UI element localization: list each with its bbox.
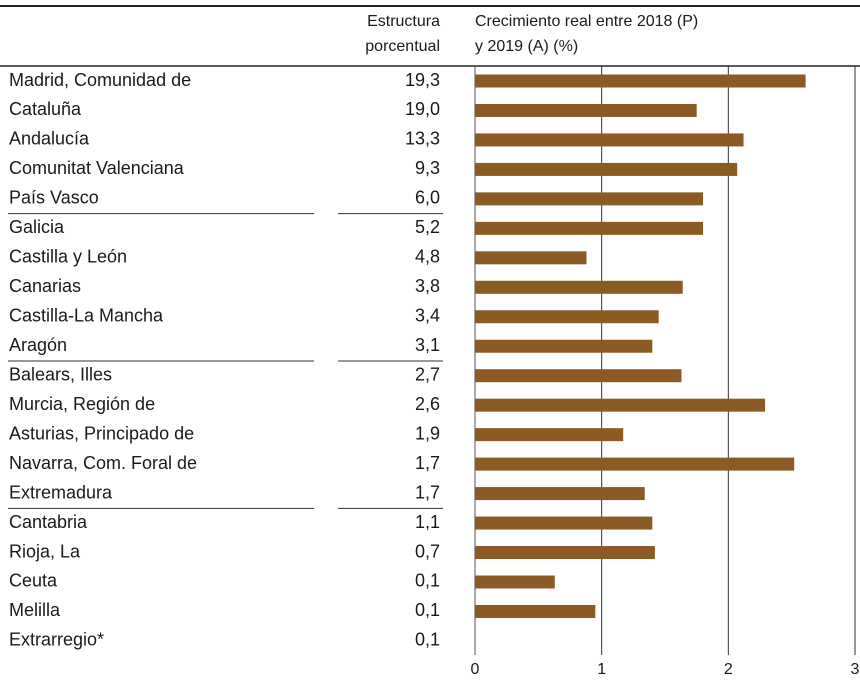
- row-label: Cataluña: [9, 99, 82, 119]
- bar: [475, 546, 655, 560]
- bar: [475, 604, 596, 618]
- row-label: Canarias: [9, 276, 81, 296]
- bar: [475, 192, 703, 206]
- chart-header: y 2019 (A) (%): [475, 38, 578, 55]
- structure-value: 13,3: [405, 129, 440, 149]
- bar: [475, 398, 766, 412]
- row-label: Galicia: [9, 217, 65, 237]
- bar: [475, 575, 555, 589]
- chart-header: Crecimiento real entre 2018 (P): [475, 13, 698, 30]
- bar: [475, 516, 653, 530]
- structure-value: 3,1: [415, 335, 440, 355]
- structure-value: 0,1: [415, 571, 440, 591]
- structure-value: 2,7: [415, 364, 440, 384]
- bar: [475, 339, 653, 353]
- row-label: Murcia, Región de: [9, 394, 155, 414]
- structure-value: 1,9: [415, 423, 440, 443]
- bar: [475, 251, 587, 265]
- bar: [475, 428, 624, 442]
- structure-value: 2,6: [415, 394, 440, 414]
- row-label: Castilla y León: [9, 247, 127, 267]
- structure-value: 0,1: [415, 600, 440, 620]
- row-label: Castilla-La Mancha: [9, 306, 164, 326]
- bar: [475, 133, 744, 147]
- row-label: Balears, Illes: [9, 364, 112, 384]
- structure-value: 1,7: [415, 453, 440, 473]
- structure-value: 19,0: [405, 99, 440, 119]
- x-tick-label: 0: [471, 661, 480, 678]
- structure-value: 3,4: [415, 306, 440, 326]
- bar: [475, 74, 806, 88]
- structure-value: 4,8: [415, 247, 440, 267]
- row-label: Extrarregio*: [9, 630, 104, 650]
- structure-value: 5,2: [415, 217, 440, 237]
- structure-value: 1,1: [415, 512, 440, 532]
- row-label: Extremadura: [9, 482, 113, 502]
- row-label: Aragón: [9, 335, 67, 355]
- x-tick-label: 3: [851, 661, 860, 678]
- structure-value: 3,8: [415, 276, 440, 296]
- row-label: Asturias, Principado de: [9, 423, 194, 443]
- structure-value: 19,3: [405, 70, 440, 90]
- row-label: Ceuta: [9, 571, 58, 591]
- row-label: Madrid, Comunidad de: [9, 70, 191, 90]
- structure-value: 1,7: [415, 482, 440, 502]
- column-header: Estructura: [367, 13, 440, 30]
- row-label: Navarra, Com. Foral de: [9, 453, 197, 473]
- x-tick-label: 2: [724, 661, 733, 678]
- row-label: País Vasco: [9, 188, 99, 208]
- row-label: Cantabria: [9, 512, 88, 532]
- x-tick-label: 1: [597, 661, 606, 678]
- bar: [475, 280, 683, 294]
- structure-value: 6,0: [415, 188, 440, 208]
- row-label: Comunitat Valenciana: [9, 158, 185, 178]
- bar: [475, 310, 659, 324]
- bar: [475, 162, 738, 176]
- structure-value: 0,7: [415, 541, 440, 561]
- bar: [475, 487, 645, 501]
- row-label: Rioja, La: [9, 541, 81, 561]
- bar: [475, 103, 697, 117]
- column-header: porcentual: [365, 38, 440, 55]
- bar: [475, 457, 795, 471]
- row-label: Melilla: [9, 600, 61, 620]
- row-label: Andalucía: [9, 129, 90, 149]
- structure-value: 9,3: [415, 158, 440, 178]
- bar: [475, 221, 703, 235]
- structure-value: 0,1: [415, 630, 440, 650]
- bar: [475, 369, 682, 383]
